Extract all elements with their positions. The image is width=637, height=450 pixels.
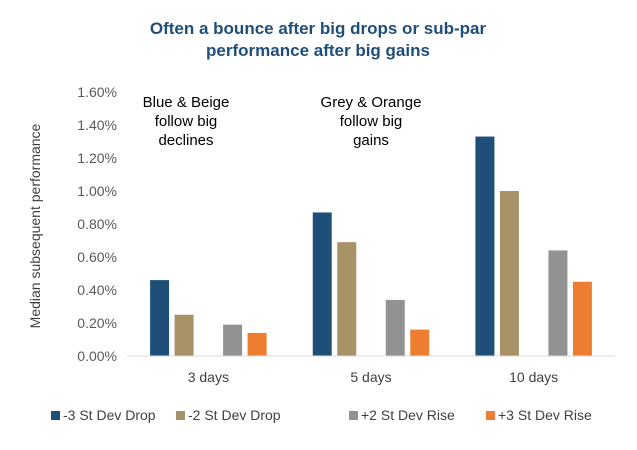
x-tick-label: 3 days: [188, 369, 229, 385]
plot-area: [150, 136, 592, 356]
y-tick-label: 0.00%: [77, 348, 117, 364]
bar: [385, 299, 405, 356]
legend-label: +3 St Dev Rise: [498, 407, 592, 423]
y-tick-label: 1.40%: [77, 117, 117, 133]
chart-title-line-2: performance after big gains: [206, 41, 430, 60]
bar: [312, 212, 332, 356]
bar: [337, 242, 357, 356]
bar: [548, 250, 568, 356]
legend-swatch: [176, 411, 185, 420]
legend-label: +2 St Dev Rise: [361, 407, 455, 423]
annotations: Blue & Beige follow big declines Grey & Ora…: [143, 94, 422, 149]
y-tick-label: 1.00%: [77, 183, 117, 199]
bar: [174, 314, 194, 356]
y-axis: 0.00% 0.20% 0.40% 0.60% 0.80% 1.00% 1.20% 1.40%…: [77, 84, 117, 364]
annotation-text: follow big: [340, 113, 403, 130]
y-tick-label: 0.80%: [77, 216, 117, 232]
y-tick-label: 0.20%: [77, 315, 117, 331]
legend-label: -2 St Dev Drop: [188, 407, 281, 423]
x-tick-label: 10 days: [509, 369, 558, 385]
legend-swatch: [51, 411, 60, 420]
bar: [150, 280, 170, 356]
annotation-text: Grey & Orange: [321, 94, 422, 111]
annotation-text: gains: [353, 132, 389, 149]
legend-swatch: [349, 411, 358, 420]
chart-title-line-1: Often a bounce after big drops or sub-pa…: [150, 19, 487, 38]
legend-label: -3 St Dev Drop: [63, 407, 156, 423]
bar: [223, 324, 243, 356]
x-axis: 3 days 5 days 10 days: [188, 369, 558, 385]
y-tick-label: 1.60%: [77, 84, 117, 100]
legend-swatch: [486, 411, 495, 420]
annotation-text: declines: [158, 132, 213, 149]
annotation-text: Blue & Beige: [143, 94, 230, 111]
y-tick-label: 1.20%: [77, 150, 117, 166]
y-tick-label: 0.60%: [77, 249, 117, 265]
bar: [499, 191, 519, 356]
chart-title: Often a bounce after big drops or sub-pa…: [150, 19, 487, 60]
y-axis-label: Median subsequent performance: [27, 123, 43, 328]
legend: -3 St Dev Drop -2 St Dev Drop +2 St Dev Ri…: [51, 407, 592, 423]
bar: [572, 281, 592, 356]
annotation-text: follow big: [155, 113, 218, 130]
y-tick-label: 0.40%: [77, 282, 117, 298]
bar: [410, 329, 430, 356]
x-tick-label: 5 days: [350, 369, 391, 385]
bar: [247, 332, 267, 356]
bar: [475, 136, 495, 356]
